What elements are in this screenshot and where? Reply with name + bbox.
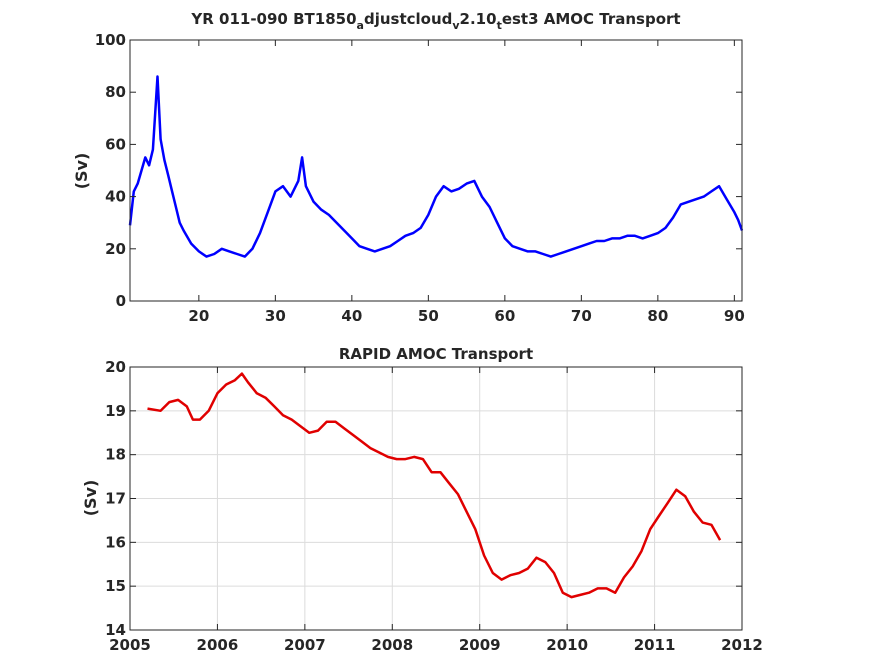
y-tick-label: 40 — [105, 188, 126, 206]
title-part: YR 011-090 BT1850 — [190, 10, 356, 28]
chart-bottom: RAPID AMOC Transport (Sv) 2005 2006 2007 20… — [81, 345, 763, 654]
series-top — [128, 75, 744, 258]
x-tick-label: 2005 — [109, 636, 151, 654]
y-tick-label: 15 — [105, 577, 126, 595]
y-tick-label: 20 — [105, 358, 126, 376]
series-line — [128, 75, 744, 258]
y-tick-label: 14 — [105, 621, 126, 639]
y-tick-label: 17 — [105, 490, 126, 508]
y-axis-label-bottom: (Sv) — [81, 480, 100, 517]
x-tick-label: 2007 — [284, 636, 326, 654]
series-bottom — [147, 372, 722, 599]
x-tick-label: 60 — [494, 307, 515, 325]
x-tick-label: 2010 — [546, 636, 588, 654]
plot-frame-top — [129, 39, 743, 302]
x-tick-label: 2009 — [459, 636, 501, 654]
plot-area-top — [130, 40, 742, 301]
chart-title-bottom: RAPID AMOC Transport — [339, 345, 533, 363]
x-tick-label: 30 — [265, 307, 286, 325]
title-part: djustcloud — [364, 10, 452, 28]
y-tick-label: 20 — [105, 240, 126, 258]
title-subscript: t — [497, 19, 502, 32]
chart-title-top: YR 011-090 BT1850adjustcloudv2.10test3 A… — [190, 10, 680, 32]
title-subscript: a — [357, 19, 364, 32]
chart-top: YR 011-090 BT1850adjustcloudv2.10test3 A… — [72, 10, 745, 325]
x-tick-label: 2012 — [721, 636, 763, 654]
x-tick-label: 80 — [647, 307, 668, 325]
y-axis-label-top: (Sv) — [72, 153, 91, 190]
y-tick-label: 60 — [105, 135, 126, 153]
x-tick-label: 2006 — [197, 636, 239, 654]
y-tick-label: 19 — [105, 402, 126, 420]
x-tick-label: 50 — [418, 307, 439, 325]
title-subscript: v — [452, 19, 460, 32]
x-tick-label: 2008 — [371, 636, 413, 654]
y-tick-label: 80 — [105, 83, 126, 101]
x-tick-label: 40 — [341, 307, 362, 325]
x-tick-label: 70 — [571, 307, 592, 325]
y-tick-label: 18 — [105, 446, 126, 464]
series-line — [147, 372, 722, 599]
x-tick-label: 2011 — [634, 636, 676, 654]
y-tick-label: 0 — [116, 292, 126, 310]
title-part: 2.10 — [460, 10, 497, 28]
y-tick-label: 16 — [105, 533, 126, 551]
ticks-top: 20 30 40 50 60 70 80 90 0 20 40 60 80 100 — [95, 31, 745, 325]
x-tick-label: 20 — [188, 307, 209, 325]
x-tick-label: 90 — [724, 307, 745, 325]
ticks-bottom: 2005 2006 2007 2008 2009 2010 2011 2012 14 15 16 17… — [105, 358, 763, 654]
title-part: est3 AMOC Transport — [502, 10, 681, 28]
y-tick-label: 100 — [95, 31, 126, 49]
